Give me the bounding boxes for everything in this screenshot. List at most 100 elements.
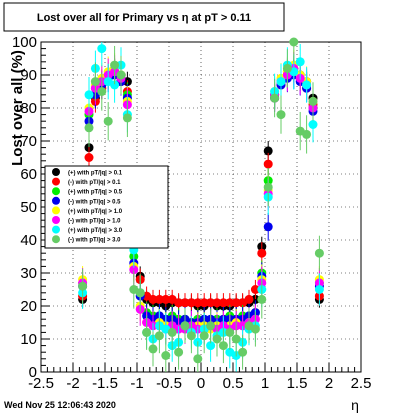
data-point <box>257 294 267 304</box>
data-point <box>282 63 292 73</box>
x-tick-label: -1 <box>130 375 143 392</box>
data-point <box>97 87 107 96</box>
timestamp: Wed Nov 25 12:06:43 2020 <box>4 400 116 410</box>
legend-label: (+) with pT/|q| > 1.0 <box>68 209 123 215</box>
data-point <box>174 298 184 308</box>
data-point <box>314 248 324 258</box>
data-point <box>289 37 299 47</box>
legend-marker <box>52 196 60 205</box>
data-point <box>84 153 94 162</box>
data-point <box>276 110 286 120</box>
data-point <box>193 354 203 364</box>
legend-marker <box>52 177 60 186</box>
y-tick-label: 70 <box>20 133 37 150</box>
data-point <box>154 331 164 341</box>
legend-marker <box>52 187 60 196</box>
x-axis-ticks: -2.5 -2 -1.5 -1 -0.5 0 0.5 1 1.5 2 2.5 <box>28 363 371 392</box>
data-point <box>263 222 273 232</box>
y-tick-label: 0 <box>29 364 37 381</box>
data-point <box>231 298 241 308</box>
y-axis-label: Lost over all (%) <box>9 50 26 166</box>
data-point <box>84 123 94 133</box>
data-point <box>206 341 216 351</box>
data-point <box>199 331 209 341</box>
data-point <box>206 298 216 308</box>
data-point <box>90 77 100 87</box>
x-tick-label: 1.5 <box>287 375 308 392</box>
legend-label: (+) with pT/|q| > 3.0 <box>68 228 123 234</box>
data-point <box>97 44 107 54</box>
legend-marker <box>52 168 60 176</box>
legend-label: (-) with pT/|q| > 0.5 <box>68 199 121 205</box>
x-tick-label: 1 <box>261 375 269 392</box>
data-point <box>295 57 305 67</box>
data-point <box>154 294 164 304</box>
data-point <box>218 298 228 308</box>
legend-box <box>44 165 169 249</box>
x-axis-label: η <box>351 397 359 413</box>
data-point <box>250 294 260 304</box>
data-point <box>135 288 145 298</box>
legend-marker <box>52 235 60 244</box>
data-point <box>212 298 222 308</box>
y-tick-label: 80 <box>20 100 37 117</box>
x-tick-label: -2 <box>66 375 79 392</box>
x-tick-label: 0.5 <box>223 375 244 392</box>
data-point <box>180 298 190 308</box>
y-tick-label: 10 <box>20 331 37 348</box>
data-point <box>225 298 235 308</box>
data-point <box>78 281 88 291</box>
data-point <box>231 334 241 344</box>
legend-label: (+) with pT/|q| > 0.1 <box>68 171 123 177</box>
data-point <box>148 344 158 354</box>
title-box <box>3 2 285 32</box>
data-point <box>122 113 132 123</box>
legend: (+) with pT/|q| > 0.1 (-) with pT/|q| > 0… <box>44 165 169 249</box>
chart-title: Lost over all for Primary vs η at pT > 0… <box>37 12 251 24</box>
data-point <box>218 341 228 351</box>
data-point <box>103 116 113 126</box>
data-point <box>142 327 152 337</box>
data-point <box>148 294 158 304</box>
y-tick-label: 100 <box>12 34 37 51</box>
data-point <box>167 327 177 337</box>
data-point <box>308 96 318 106</box>
y-tick-label: 50 <box>20 199 37 216</box>
y-tick-label: 40 <box>20 232 37 249</box>
data-point <box>263 146 273 156</box>
y-tick-label: 90 <box>20 67 37 84</box>
data-point <box>193 298 203 308</box>
data-point <box>238 347 248 357</box>
y-tick-label: 20 <box>20 298 37 315</box>
data-point <box>250 324 260 334</box>
y-tick-label: 30 <box>20 265 37 282</box>
legend-marker <box>52 225 60 234</box>
data-point <box>84 90 94 100</box>
data-point <box>250 285 260 294</box>
data-point <box>129 265 139 275</box>
data-point <box>174 347 184 357</box>
data-point <box>110 80 120 90</box>
legend-marker <box>52 206 60 215</box>
data-points <box>78 37 324 372</box>
data-point <box>257 248 267 258</box>
data-point <box>263 182 273 192</box>
x-tick-label: -0.5 <box>156 375 182 392</box>
data-point <box>212 334 222 344</box>
x-tick-label: 2 <box>325 375 333 392</box>
data-point <box>161 294 171 304</box>
data-point <box>186 298 196 308</box>
data-point <box>263 159 273 169</box>
y-tick-label: 60 <box>20 166 37 183</box>
data-point <box>244 294 254 304</box>
data-point <box>225 327 235 337</box>
data-point <box>116 70 126 80</box>
data-point <box>308 120 318 129</box>
data-point <box>206 321 216 331</box>
data-point <box>270 93 280 103</box>
x-tick-label: -1.5 <box>92 375 118 392</box>
data-point <box>161 351 171 360</box>
legend-label: (+) with pT/|q| > 0.5 <box>68 190 123 196</box>
legend-label: (-) with pT/|q| > 1.0 <box>68 219 121 225</box>
